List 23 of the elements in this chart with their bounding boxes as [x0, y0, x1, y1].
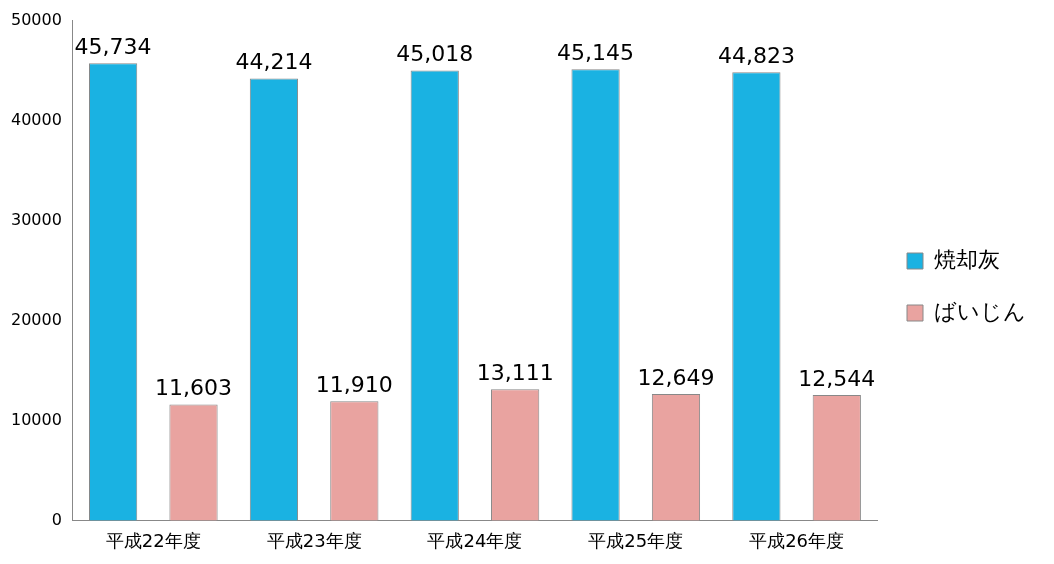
data-label: 12,544: [798, 365, 876, 391]
y-tick-label: 40000: [10, 109, 62, 129]
x-tick-label: 平成24年度: [427, 529, 523, 551]
data-label: 11,603: [155, 375, 233, 401]
y-tick-label: 0: [51, 509, 62, 529]
y-tick-label: 20000: [10, 309, 62, 329]
x-tick-label: 平成25年度: [588, 529, 684, 551]
y-tick-label: 50000: [10, 9, 62, 29]
data-label: 12,649: [637, 364, 715, 390]
legend-label: 焼却灰: [934, 246, 1000, 272]
y-tick-label: 10000: [10, 409, 62, 429]
x-tick-label: 平成26年度: [749, 529, 845, 551]
data-label: 45,734: [74, 33, 152, 59]
data-label: 44,214: [235, 49, 313, 75]
legend-label: ばいじん: [934, 298, 1026, 324]
x-tick-label: 平成23年度: [266, 529, 362, 551]
data-label: 11,910: [315, 372, 393, 398]
data-label: 45,145: [557, 39, 635, 65]
data-label: 13,111: [476, 360, 554, 386]
data-label: 45,018: [396, 41, 474, 67]
y-tick-label: 30000: [10, 209, 62, 229]
x-tick-label: 平成22年度: [105, 529, 201, 551]
data-label: 44,823: [717, 43, 795, 69]
